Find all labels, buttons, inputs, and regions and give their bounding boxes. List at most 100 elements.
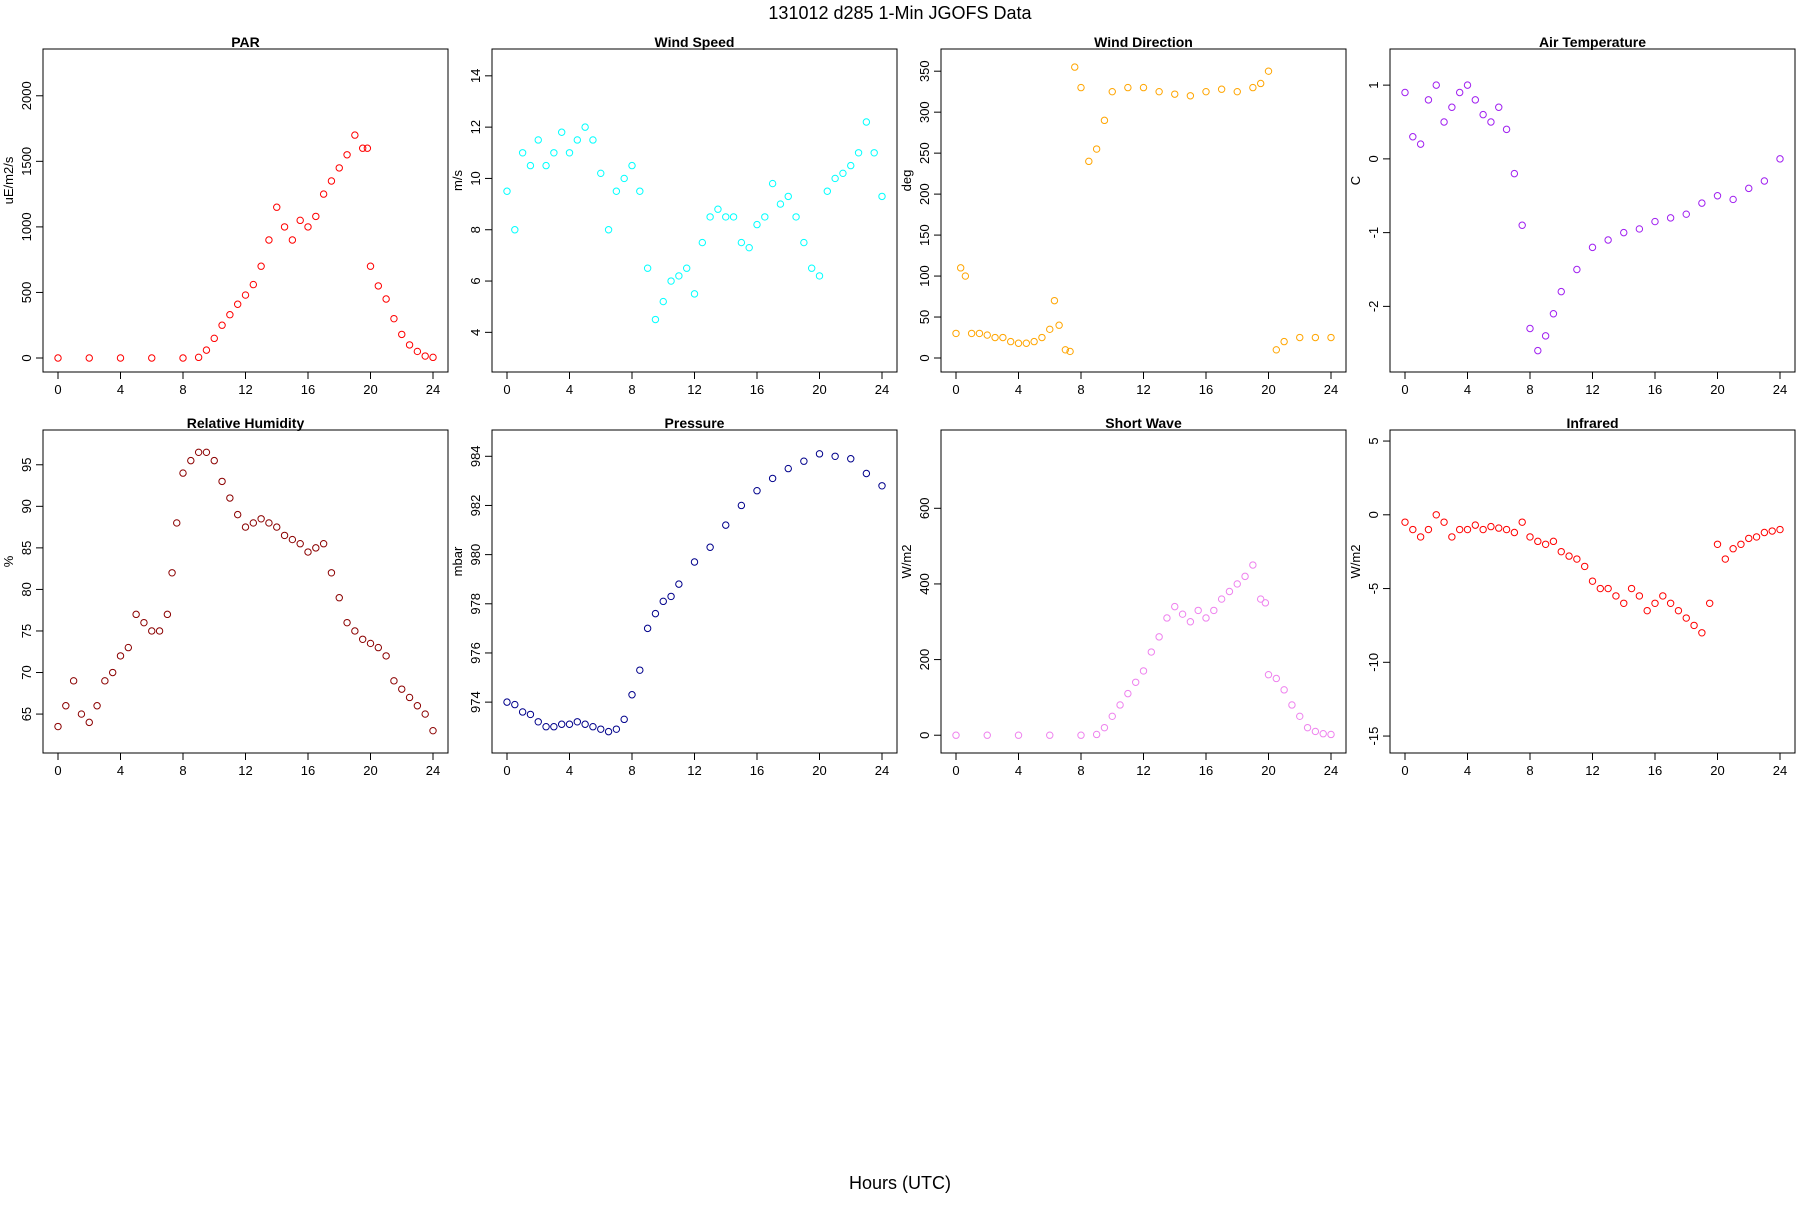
air-temperature-point [1495,103,1503,111]
panel-wind-speed: Wind Speed 0 4 8 12 16 20 24 4 6 8 10 12 14 m/s [450,34,898,397]
air-temperature-point [1534,346,1542,355]
wind-direction-point [1077,83,1085,92]
par-ytick-label: 1500 [19,147,34,176]
infrared-ytick-label: -5 [1366,583,1381,595]
wind-speed-point [862,118,871,126]
wind-speed-point [511,226,519,234]
wind-speed-point [675,272,683,280]
wind-direction-point [1071,63,1079,71]
wind-direction-point [1124,83,1132,92]
relative-humidity-point [421,710,429,718]
wind-direction-point [1014,339,1023,347]
par-point [249,280,258,289]
wind-speed-point [620,174,628,183]
short-wave-point [1171,602,1179,611]
relative-humidity-point [173,519,181,527]
relative-humidity-point [101,677,109,685]
relative-humidity-point [54,722,62,731]
wind-speed-point [643,264,652,272]
wind-direction-point [1217,85,1226,93]
relative-humidity-point [405,693,414,702]
short-wave-point [1194,606,1202,615]
short-wave-xtick-label: 12 [1136,763,1150,778]
air-temperature-point [1502,125,1511,134]
wind-speed-point [722,213,730,221]
wind-direction-point [1249,83,1257,92]
wind-direction-point [1296,333,1304,342]
relative-humidity-ytick-label: 65 [19,707,34,721]
pressure-point [651,609,660,618]
air-temperature-point [1455,88,1464,97]
infrared-point [1580,562,1589,571]
relative-humidity-point [319,540,328,548]
par-point [312,212,320,221]
pressure-point [768,474,777,483]
wind-direction-point [1030,337,1038,346]
relative-humidity-point [85,718,93,727]
short-wave-point [1186,618,1195,626]
par-ytick-label: 0 [19,354,34,361]
relative-humidity-point [288,535,297,544]
relative-humidity-point [343,618,351,627]
relative-humidity-point [265,519,273,527]
infrared-point [1604,584,1612,593]
par-point [241,291,250,299]
short-wave-ytick-label: 400 [917,573,932,595]
short-wave-point [983,731,991,739]
wind-direction-xtick-label: 16 [1199,382,1213,397]
short-wave-point [1163,614,1171,622]
relative-humidity-point [62,702,70,710]
relative-humidity-point [257,515,265,523]
wind-speed-point [698,238,707,247]
wind-speed-xtick-label: 8 [628,382,635,397]
air-temperature-xtick-label: 20 [1710,382,1724,397]
short-wave-point [1131,678,1140,686]
infrared-xtick-label: 4 [1464,763,1471,778]
pressure-point [831,452,839,460]
relative-humidity-ytick-label: 75 [19,624,34,638]
par-point [405,341,414,349]
relative-humidity-xtick-label: 0 [54,763,61,778]
par-point [398,330,406,339]
wind-direction-point [952,329,960,338]
short-wave-point [1233,580,1241,588]
par-ytick-label: 2000 [19,81,34,110]
wind-speed-point [628,161,636,170]
relative-humidity-point [366,639,375,648]
par-ytick-label: 1000 [19,212,34,241]
par-point [116,354,125,362]
air-temperature-point [1573,265,1581,274]
par-point [179,354,187,362]
pressure-point [526,710,535,719]
air-temperature-point [1776,155,1784,163]
infrared-point [1487,522,1495,531]
wind-direction-xtick-label: 20 [1261,382,1275,397]
infrared-point [1768,527,1776,535]
wind-direction-point [999,333,1007,342]
pressure-point [620,715,628,724]
wind-direction-point [1066,347,1074,356]
relative-humidity-point [140,618,148,627]
air-temperature-point [1557,287,1565,296]
infrared-point [1752,533,1761,541]
wind-direction-xtick-label: 4 [1015,382,1022,397]
wind-speed-xtick-label: 0 [503,382,510,397]
relative-humidity-point [280,531,289,540]
short-wave-point [1288,701,1296,709]
air-temperature-point [1549,310,1558,318]
short-wave-point [1210,606,1218,615]
infrared-point [1432,511,1440,519]
wind-speed-point [753,220,761,229]
air-temperature-point [1588,243,1597,252]
relative-humidity-xtick-label: 20 [363,763,377,778]
infrared-frame [1389,429,1796,754]
air-temperature-point [1651,217,1659,226]
infrared-point [1635,592,1644,600]
infrared-point [1463,525,1472,534]
wind-speed-point [737,238,746,247]
short-wave-point [1155,633,1163,641]
wind-speed-point [792,213,800,221]
wind-direction-point [1050,296,1059,305]
